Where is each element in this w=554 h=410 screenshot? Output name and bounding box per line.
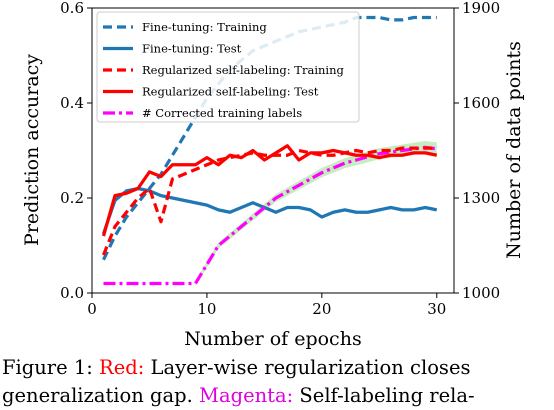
x-tick-label: 30 — [427, 300, 446, 318]
right-y-axis-ticks: 1000 1300 1600 1900 — [454, 0, 500, 302]
caption-magenta-keyword: Magenta: — [199, 384, 294, 407]
x-axis-label: Number of epochs — [184, 328, 361, 350]
x-axis-ticks: 0 10 20 30 — [87, 293, 446, 318]
left-y-tick-label: 0.6 — [60, 0, 84, 17]
legend-label-regularized-self-labeling-training: Regularized self-labeling: Training — [142, 63, 344, 77]
caption-line2-start: generalization gap. — [2, 384, 199, 407]
series-layer — [101, 15, 438, 286]
series-line-fine-tuning-test — [101, 186, 438, 235]
right-y-tick-label: 1600 — [462, 94, 500, 112]
x-tick-label: 20 — [312, 300, 331, 318]
left-y-tick-label: 0.2 — [60, 189, 84, 207]
legend-label-corrected-training-labels: # Corrected training labels — [142, 106, 302, 120]
x-tick-label: 0 — [87, 300, 97, 318]
caption-red-keyword: Red: — [99, 356, 145, 379]
left-y-axis-label: Prediction accuracy — [21, 54, 43, 246]
x-tick-label: 10 — [197, 300, 216, 318]
plot-frame — [91, 7, 455, 294]
legend-label-fine-tuning-training: Fine-tuning: Training — [142, 20, 267, 34]
right-y-axis-label: Number of data points — [503, 41, 525, 259]
right-y-tick-label: 1300 — [462, 189, 500, 207]
caption-prefix: Figure 1: — [2, 356, 100, 379]
chart-figure: 0 10 20 30 0.0 0.2 0.4 0.6 1000 1300 1600 1900 Nu… — [21, 0, 525, 350]
legend-box — [96, 11, 360, 123]
left-y-tick-label: 0.0 — [60, 284, 84, 302]
legend: Fine-tuning: Training Fine-tuning: Test Re… — [96, 11, 360, 123]
series-line-regularized-self-labeling-test — [101, 144, 438, 237]
caption-line1-text: Layer-wise regularization closes — [144, 356, 471, 379]
left-y-axis-ticks: 0.0 0.2 0.4 0.6 — [60, 0, 92, 302]
figure-caption-line-1: Figure 1: Red: Layer-wise regularization… — [2, 356, 471, 380]
right-y-tick-label: 1000 — [462, 284, 500, 302]
caption-line2-text: Self-labeling rela- — [293, 384, 475, 407]
legend-label-fine-tuning-test: Fine-tuning: Test — [142, 42, 242, 56]
left-y-tick-label: 0.4 — [60, 94, 84, 112]
series-line-corrected-training-labels — [103, 145, 437, 286]
figure-caption-line-2: generalization gap. Magenta: Self-labeli… — [2, 384, 475, 408]
legend-label-regularized-self-labeling-test: Regularized self-labeling: Test — [142, 85, 319, 99]
right-y-tick-label: 1900 — [462, 0, 500, 17]
